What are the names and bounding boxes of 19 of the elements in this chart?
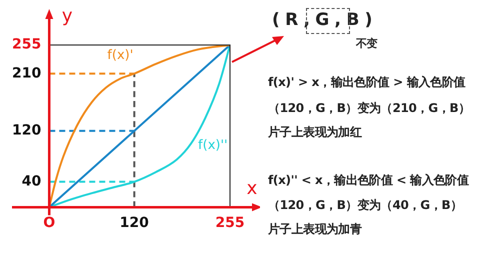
- series-label: f(x)'': [198, 138, 228, 153]
- text: f(x)'' < x，输出色阶值 < 输入色阶值: [268, 172, 469, 189]
- text: f(x)' > x，输出色阶值 > 输入色阶值: [268, 74, 466, 91]
- x-tick-label: O: [43, 215, 56, 232]
- y-tick-label: 40: [22, 173, 42, 190]
- x-tick-label: 255: [215, 215, 245, 232]
- y-tick-label: 210: [12, 65, 42, 82]
- x-axis-title: x: [246, 178, 258, 199]
- series-label: f(x)': [107, 48, 134, 63]
- text: （120，G，B）变为（40，G，B）: [268, 197, 462, 214]
- text: （120，G，B）变为（210，G，B）: [268, 100, 470, 117]
- text: 不变: [356, 36, 378, 51]
- y-tick-label: 120: [12, 122, 42, 139]
- line-series: [49, 45, 230, 208]
- y-axis-title: y: [62, 6, 73, 27]
- text: 片子上表现为加青: [268, 221, 362, 238]
- x-tick-label: 120: [120, 215, 150, 232]
- y-tick-label: 255: [12, 36, 42, 53]
- text: 片子上表现为加红: [268, 124, 362, 141]
